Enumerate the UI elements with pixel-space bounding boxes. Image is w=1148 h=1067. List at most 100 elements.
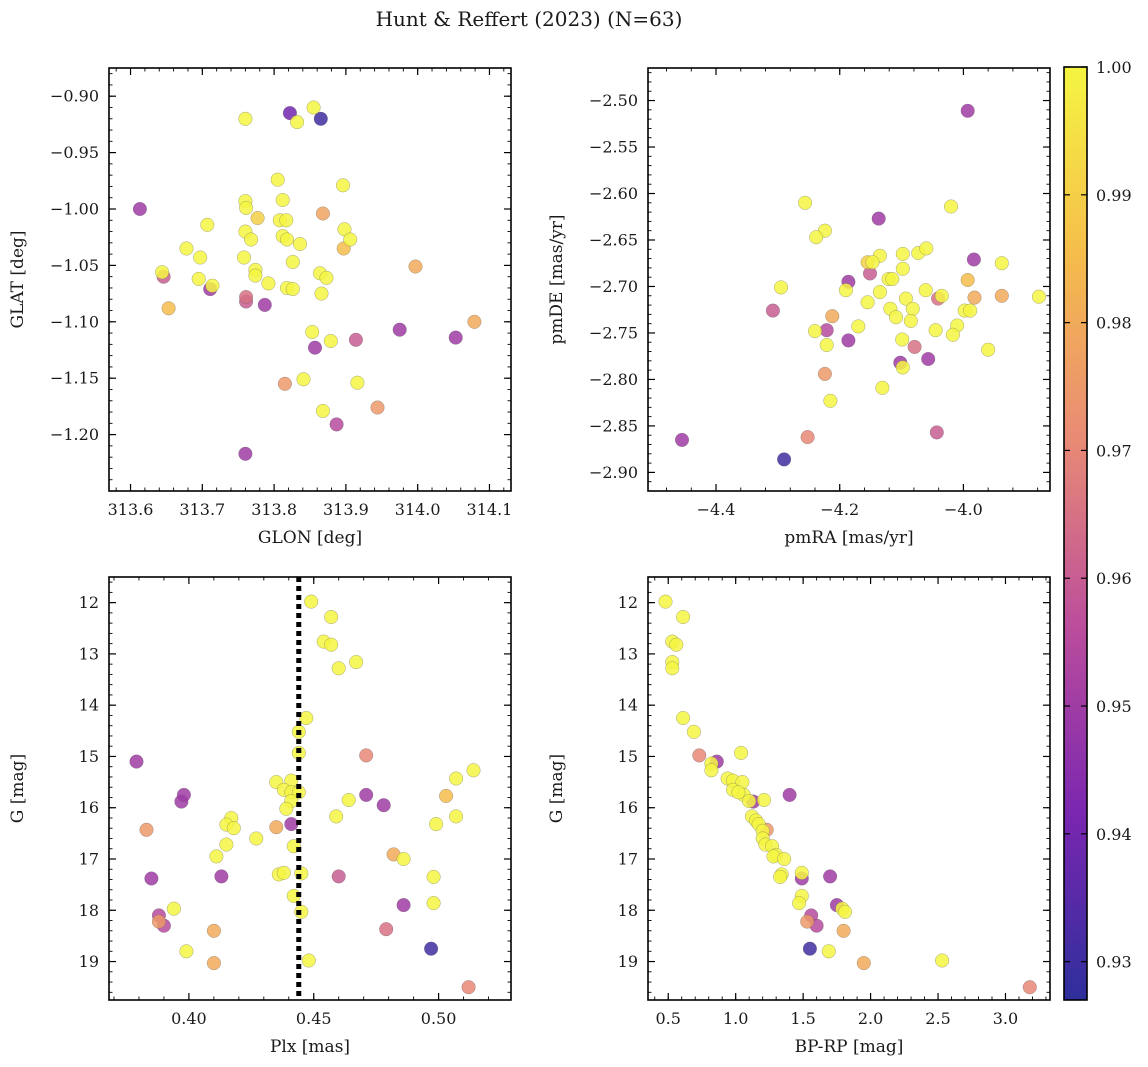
data-point [967,290,982,305]
x-axis-label: BP-RP [mag] [795,1037,904,1057]
x-tick-label: 2.0 [858,1009,883,1028]
y-tick-label: 19 [79,952,99,971]
data-point [206,923,221,938]
data-point [248,268,263,283]
data-point [817,366,832,381]
data-point [439,788,454,803]
axes-frame [647,67,1051,492]
data-point [396,898,411,913]
data-point [929,425,944,440]
x-tick-label: 313.6 [108,500,154,519]
y-tick-label: 15 [79,747,99,766]
data-point [960,103,975,118]
data-point [294,904,309,919]
data-point [244,232,259,247]
data-point [250,210,265,226]
colorbar: 0.93 0.94 0.95 0.96 0.97 0.98 0.99 1.00 [1063,58,1132,1001]
colorbar-tick-label: 0.98 [1096,314,1132,333]
data-point [392,322,407,337]
data-point [448,330,463,345]
x-tick-label: 3.0 [993,1009,1018,1028]
data-point [226,821,241,836]
data-point [396,851,411,867]
data-point [798,195,813,210]
data-point [809,230,824,245]
x-tick-label: 314.1 [467,500,513,519]
data-point [429,817,444,832]
data-point [461,980,476,995]
y-tick-label: 18 [618,901,638,920]
data-point [132,201,147,217]
data-point [214,869,229,884]
data-point [934,288,949,303]
y-axis-label: GLAT [deg] [8,230,28,328]
y-tick-label: 12 [79,593,99,612]
data-point [802,941,817,956]
data-point [928,323,943,338]
data-point [205,278,220,293]
data-point [823,393,838,408]
data-point [800,430,815,445]
y-tick-label: −1.15 [50,369,99,388]
data-point [304,594,319,609]
data-point [704,763,719,778]
data-point [895,332,910,347]
data-point [903,313,918,328]
plx-g-points [129,594,481,995]
data-point [676,609,691,625]
y-tick-label: −2.55 [589,138,638,157]
data-point [179,241,194,256]
data-point [376,798,391,813]
colorbar-tick-label: 0.99 [1096,186,1132,205]
data-point [669,637,684,652]
x-tick-label: 0.40 [171,1009,207,1028]
data-point [323,333,338,349]
data-point [851,319,866,334]
data-point [807,324,823,339]
y-tick-label: 13 [618,644,638,663]
data-point [838,283,853,298]
y-tick-label: 19 [618,952,638,971]
data-point [907,339,922,354]
data-point [731,785,746,800]
data-point [239,289,254,305]
y-tick-label: −2.60 [589,184,638,203]
y-tick-label: 17 [618,850,638,869]
data-point [341,792,356,808]
data-point [129,754,144,769]
data-point [261,276,276,291]
x-tick-label: 0.5 [656,1009,681,1028]
data-point [290,115,305,130]
data-point [819,337,834,353]
data-point [155,265,170,280]
data-point [292,236,308,252]
data-point [836,923,851,938]
data-point [236,250,252,265]
data-point [792,896,807,911]
x-tick-label: 0.50 [421,1009,457,1028]
data-point [319,270,334,285]
y-tick-label: −0.95 [50,143,99,162]
data-point [871,211,886,226]
colorbar-gradient [1064,67,1087,1000]
glon-glat-points [132,100,482,461]
data-point [426,869,441,884]
data-point [206,956,221,971]
data-point [1022,980,1037,995]
data-point [918,283,933,298]
data-point [966,252,981,267]
data-point [313,111,328,126]
data-point [872,285,887,300]
data-point [408,259,423,274]
data-point [276,865,291,880]
y-tick-label: 16 [618,798,638,817]
data-point [823,869,838,884]
data-point [935,953,950,968]
data-point [270,172,285,187]
y-tick-label: −1.20 [50,425,99,444]
data-point [176,787,191,802]
x-axis-label: GLON [deg] [258,528,362,548]
y-tick-label: −1.05 [50,256,99,275]
data-point [275,192,290,208]
